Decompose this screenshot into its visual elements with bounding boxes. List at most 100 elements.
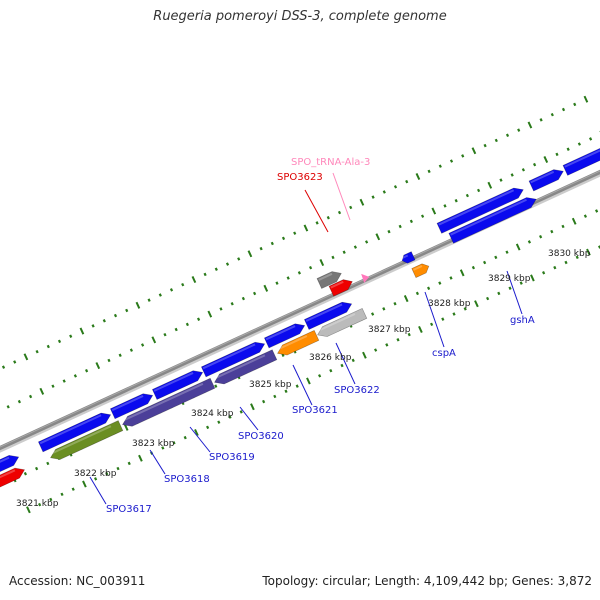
tick-mark — [497, 291, 501, 296]
tick-mark — [555, 152, 559, 157]
gene-SPO3621 — [276, 330, 320, 356]
tick-mark — [125, 308, 129, 313]
tick-mark — [430, 322, 434, 327]
tick-mark — [263, 284, 269, 292]
scale-label-3822: 3822 kbp — [74, 469, 117, 479]
tick-mark — [138, 454, 143, 462]
tick-mark — [46, 461, 50, 466]
tick-mark — [487, 181, 493, 189]
gene-SPO3623-gray-gloss — [318, 272, 333, 281]
tick-mark — [393, 301, 397, 306]
gene-SPO3618 — [121, 377, 216, 427]
tick-mark — [371, 312, 375, 316]
tick-mark — [550, 229, 554, 234]
gene-blue-7 — [436, 187, 524, 234]
gene-partial-left-red — [0, 467, 26, 490]
tick-mark — [247, 250, 253, 258]
tick-mark — [407, 332, 411, 337]
gene-blue-6 — [303, 301, 353, 330]
gene-blue-5 — [263, 323, 306, 349]
tick-mark — [575, 255, 579, 260]
tick-mark — [60, 492, 64, 497]
tick-mark — [577, 142, 581, 146]
leader-line-SPO3619 — [189, 426, 211, 453]
gene-blue-6-gloss — [305, 303, 343, 322]
gene-label-SPO3618: SPO3618 — [164, 474, 210, 485]
tick-mark — [29, 394, 33, 399]
gene-SPO3621-gloss — [276, 335, 308, 351]
tick-mark — [351, 358, 355, 363]
gene-blue-1-shape — [37, 412, 112, 453]
tick-mark — [573, 102, 577, 107]
leader-line-cspA — [424, 291, 445, 348]
tick-mark — [230, 302, 234, 306]
tick-mark — [71, 487, 75, 491]
tick-mark — [515, 243, 521, 251]
tick-mark — [270, 241, 274, 246]
gene-SPO3623-gray-shape — [316, 271, 342, 289]
tick-mark — [494, 255, 498, 260]
gene-SPO3622 — [316, 307, 368, 337]
tick-mark — [17, 399, 21, 404]
gene-blue-6-shape — [303, 301, 353, 330]
gene-cspA-shape — [411, 263, 430, 278]
tick-mark — [530, 274, 535, 282]
tick-mark — [57, 339, 62, 344]
gene-SPO3618-shape — [122, 377, 216, 427]
tick-mark — [253, 291, 257, 296]
tick-mark — [465, 193, 469, 198]
tick-mark — [443, 204, 447, 208]
gene-blue-3-gloss — [153, 372, 194, 392]
tick-mark — [409, 219, 413, 224]
tick-mark — [415, 291, 419, 296]
genome-title: Ruegeria pomeroyi DSS-3, complete genome — [153, 9, 447, 24]
scale-label-3829: 3829 kbp — [488, 274, 531, 284]
tick-mark — [273, 394, 277, 399]
gene-gshA-gloss — [450, 198, 527, 236]
tick-mark — [85, 369, 89, 373]
tick-mark — [1, 365, 6, 369]
gene-SPO3623-shape — [328, 279, 353, 297]
gene-cspA-blue — [401, 251, 416, 264]
gene-label-cspA: cspA — [432, 348, 456, 359]
tick-mark — [207, 310, 213, 318]
tick-mark — [398, 224, 402, 229]
tick-mark — [297, 271, 301, 275]
gene-SPO3623-gloss — [330, 280, 344, 289]
scale-label-3826: 3826 kbp — [309, 353, 352, 363]
tick-mark — [281, 353, 285, 357]
tick-mark — [566, 147, 570, 151]
tick-mark — [309, 265, 313, 270]
tick-mark — [13, 360, 17, 364]
gene-label-SPO3621: SPO3621 — [292, 405, 338, 416]
tick-mark — [474, 300, 479, 308]
tick-mark — [387, 229, 391, 234]
tick-mark — [353, 245, 357, 249]
tick-mark — [69, 334, 73, 338]
gene-SPO3617-shape — [50, 420, 124, 460]
gene-label-SPO3623: SPO3623 — [277, 172, 323, 183]
tick-mark — [494, 138, 498, 143]
tick-mark — [118, 353, 122, 358]
label-leader-lines — [89, 172, 523, 505]
tick-mark — [463, 307, 467, 311]
tick-mark — [147, 298, 151, 302]
leader-line-SPO3621 — [292, 364, 313, 406]
gene-label-SPO3617: SPO3617 — [106, 504, 152, 515]
tick-mark — [583, 214, 587, 218]
gene-SPO3618-gloss — [121, 382, 204, 422]
tick-mark — [158, 293, 162, 297]
tick-mark — [113, 313, 118, 318]
tick-mark — [438, 281, 442, 285]
leader-line-SPO3617 — [89, 476, 107, 505]
tick-mark — [359, 198, 365, 206]
tick-mark — [169, 288, 174, 292]
tick-mark — [107, 358, 111, 363]
tick-mark — [542, 271, 546, 275]
gene-blue-5-shape — [263, 323, 306, 349]
tick-mark — [505, 133, 510, 138]
gene-blue-8-gloss — [530, 170, 555, 184]
gene-blue-1 — [37, 412, 112, 453]
tick-mark — [183, 435, 187, 440]
